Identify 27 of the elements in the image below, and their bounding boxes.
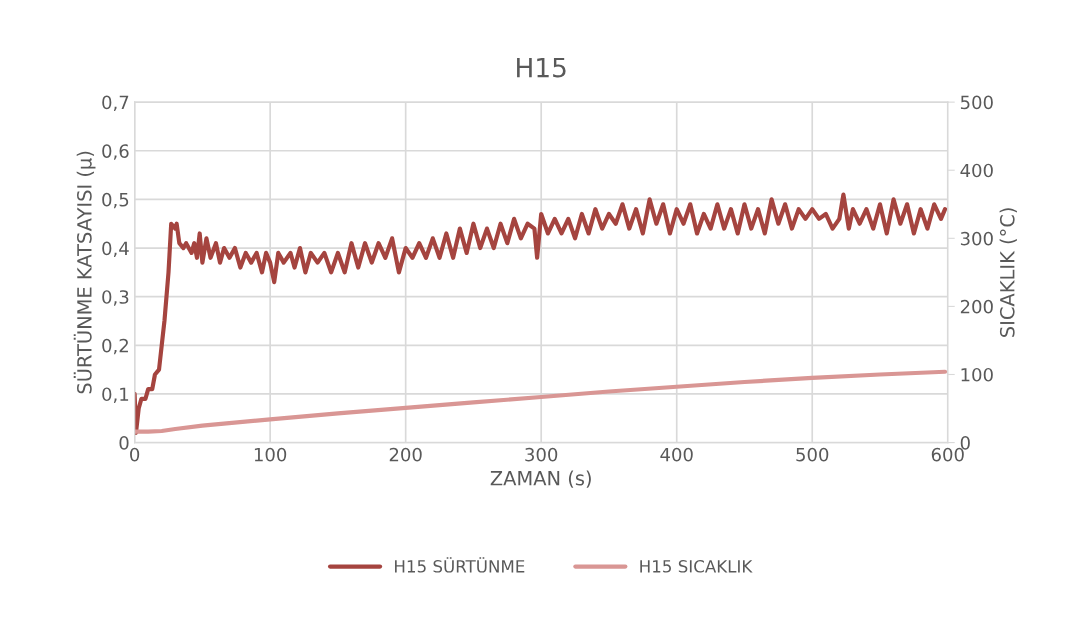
y-tick-label: 0,5 [102, 192, 129, 209]
line-series [134, 369, 948, 434]
y2-tick-label: 100 [961, 367, 993, 382]
x-tick-label: 200 [389, 447, 422, 462]
y-tick-label: 0,4 [102, 241, 129, 257]
x-tick-label: 500 [796, 447, 829, 462]
y-tick-label: 0,3 [102, 290, 129, 306]
legend-label: H15 SICAKLIK [640, 560, 753, 573]
y-tick-label: 0,7 [102, 95, 129, 112]
line-series [134, 192, 948, 435]
y-tick-label: 0 [119, 436, 129, 450]
x-tick-label: 400 [660, 447, 693, 462]
y-tick-label: 0,6 [102, 144, 129, 160]
y2-axis-title: SICAKLIK (°C) [999, 208, 1017, 337]
y2-tick-label: 200 [960, 299, 993, 314]
chart-title: H15 [517, 57, 566, 78]
x-tick-label: 0 [130, 447, 140, 462]
y2-tick-label: 300 [960, 231, 993, 246]
x-axis-title: ZAMAN (s) [490, 470, 591, 488]
y-tick-label: 0,2 [102, 338, 128, 355]
legend-label: H15 SÜRTÜNME [395, 557, 525, 573]
x-tick-label: 300 [525, 447, 558, 462]
y2-tick-label: 500 [960, 95, 993, 110]
x-tick-label: 100 [254, 447, 287, 462]
y2-tick-label: 400 [960, 163, 993, 178]
y-axis-title: SÜRTÜNME KATSAYISI (µ) [73, 151, 96, 394]
y-tick-label: 0,1 [102, 387, 129, 403]
